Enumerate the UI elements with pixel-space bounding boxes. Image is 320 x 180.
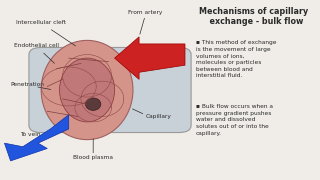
Text: ▪ Bulk flow occurs when a
pressure gradient pushes
water and dissolved
solutes o: ▪ Bulk flow occurs when a pressure gradi… — [196, 104, 273, 136]
Ellipse shape — [85, 98, 101, 110]
Text: Capillary: Capillary — [145, 114, 171, 119]
Ellipse shape — [60, 58, 115, 122]
Text: Endothelial cell: Endothelial cell — [14, 43, 59, 63]
Text: Blood plasma: Blood plasma — [73, 155, 113, 160]
Text: Mechanisms of capillary
  exchange - bulk flow: Mechanisms of capillary exchange - bulk … — [199, 7, 308, 26]
Polygon shape — [115, 37, 185, 79]
FancyBboxPatch shape — [29, 48, 191, 132]
Text: Penetration: Penetration — [11, 82, 44, 87]
Text: From artery: From artery — [128, 10, 162, 15]
Ellipse shape — [41, 40, 133, 140]
Polygon shape — [4, 115, 69, 161]
Text: ▪ This method of exchange
is the movement of large
volumes of ions,
molecules or: ▪ This method of exchange is the movemen… — [196, 40, 276, 78]
Text: Intercellular cleft: Intercellular cleft — [16, 20, 76, 46]
Text: To vein: To vein — [20, 132, 40, 137]
